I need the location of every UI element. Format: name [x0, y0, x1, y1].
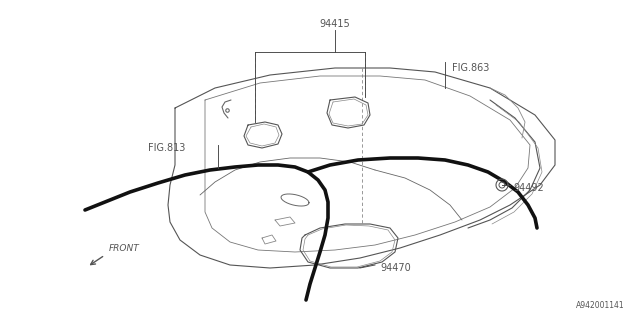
Text: 94470: 94470 [380, 263, 411, 273]
Text: 94492: 94492 [513, 183, 544, 193]
Text: FIG.813: FIG.813 [148, 143, 186, 153]
Text: 94415: 94415 [319, 19, 350, 29]
Text: FRONT: FRONT [109, 244, 140, 253]
Text: A942001141: A942001141 [577, 301, 625, 310]
Text: FIG.863: FIG.863 [452, 63, 490, 73]
